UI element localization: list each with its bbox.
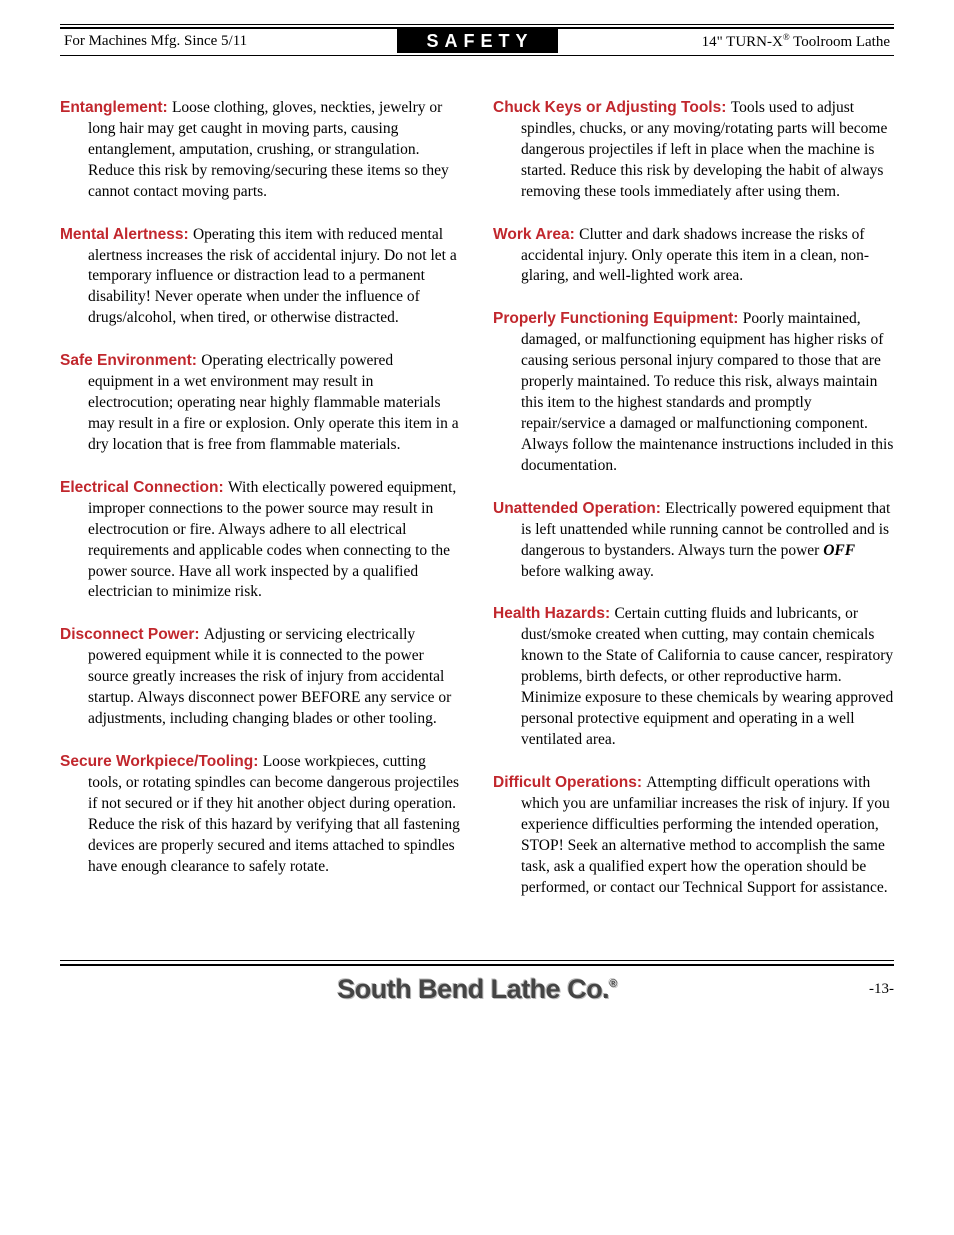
- safety-heading: Entanglement:: [60, 99, 172, 116]
- safety-item: Safe Environment: Operating electrically…: [60, 351, 461, 456]
- safety-heading: Chuck Keys or Adjusting Tools:: [493, 99, 731, 116]
- safety-item: Mental Alertness: Operating this item wi…: [60, 225, 461, 330]
- product-prefix: 14" TURN-X: [702, 34, 783, 50]
- footer-rule: [60, 960, 894, 966]
- safety-item: Health Hazards: Certain cutting fluids a…: [493, 604, 894, 750]
- safety-body: Mental Alertness: Operating this item wi…: [60, 225, 461, 330]
- header-left-text: For Machines Mfg. Since 5/11: [60, 33, 397, 50]
- safety-body: Entanglement: Loose clothing, gloves, ne…: [60, 98, 461, 203]
- off-emphasis: OFF: [823, 542, 855, 559]
- company-name: South Bend Lathe Co.: [337, 974, 609, 1004]
- safety-body: Unattended Operation: Electrically power…: [493, 499, 894, 583]
- right-column: Chuck Keys or Adjusting Tools: Tools use…: [493, 98, 894, 920]
- safety-body: Disconnect Power: Adjusting or servicing…: [60, 625, 461, 730]
- product-suffix: Toolroom Lathe: [790, 34, 890, 50]
- safety-heading: Health Hazards:: [493, 605, 614, 622]
- safety-heading: Difficult Operations:: [493, 774, 646, 791]
- safety-heading: Secure Workpiece/Tooling:: [60, 753, 263, 770]
- safety-item: Difficult Operations: Attempting difficu…: [493, 773, 894, 899]
- safety-item: Disconnect Power: Adjusting or servicing…: [60, 625, 461, 730]
- safety-body: Difficult Operations: Attempting difficu…: [493, 773, 894, 899]
- safety-heading: Disconnect Power:: [60, 626, 204, 643]
- company-registered-mark: ®: [609, 978, 617, 990]
- safety-item: Entanglement: Loose clothing, gloves, ne…: [60, 98, 461, 203]
- safety-body: Secure Workpiece/Tooling: Loose workpiec…: [60, 752, 461, 878]
- safety-item: Properly Functioning Equipment: Poorly m…: [493, 309, 894, 476]
- safety-item: Unattended Operation: Electrically power…: [493, 499, 894, 583]
- header-section-title: SAFETY: [397, 29, 558, 53]
- registered-mark: ®: [783, 32, 790, 42]
- safety-item: Electrical Connection: With electically …: [60, 478, 461, 604]
- header-right-text: 14" TURN-X® Toolroom Lathe: [558, 32, 895, 51]
- safety-body: Properly Functioning Equipment: Poorly m…: [493, 309, 894, 476]
- safety-item: Secure Workpiece/Tooling: Loose workpiec…: [60, 752, 461, 878]
- safety-body: Work Area: Clutter and dark shadows incr…: [493, 225, 894, 288]
- safety-body: Electrical Connection: With electically …: [60, 478, 461, 604]
- footer-rule-inner: [60, 964, 894, 966]
- content-columns: Entanglement: Loose clothing, gloves, ne…: [60, 98, 894, 920]
- safety-item: Work Area: Clutter and dark shadows incr…: [493, 225, 894, 288]
- page-header: For Machines Mfg. Since 5/11 SAFETY 14" …: [60, 24, 894, 56]
- safety-heading: Safe Environment:: [60, 352, 201, 369]
- company-logo-text: South Bend Lathe Co.®: [337, 974, 617, 1005]
- safety-heading: Unattended Operation:: [493, 500, 665, 517]
- safety-heading: Mental Alertness:: [60, 226, 193, 243]
- safety-body: Health Hazards: Certain cutting fluids a…: [493, 604, 894, 750]
- header-inner: For Machines Mfg. Since 5/11 SAFETY 14" …: [60, 27, 894, 53]
- safety-body: Chuck Keys or Adjusting Tools: Tools use…: [493, 98, 894, 203]
- safety-item: Chuck Keys or Adjusting Tools: Tools use…: [493, 98, 894, 203]
- safety-heading: Work Area:: [493, 226, 579, 243]
- left-column: Entanglement: Loose clothing, gloves, ne…: [60, 98, 461, 920]
- page-number: -13-: [617, 981, 894, 998]
- page-footer: South Bend Lathe Co.® -13-: [60, 974, 894, 1005]
- safety-heading: Electrical Connection:: [60, 479, 228, 496]
- safety-body: Safe Environment: Operating electrically…: [60, 351, 461, 456]
- safety-heading: Properly Functioning Equipment:: [493, 310, 743, 327]
